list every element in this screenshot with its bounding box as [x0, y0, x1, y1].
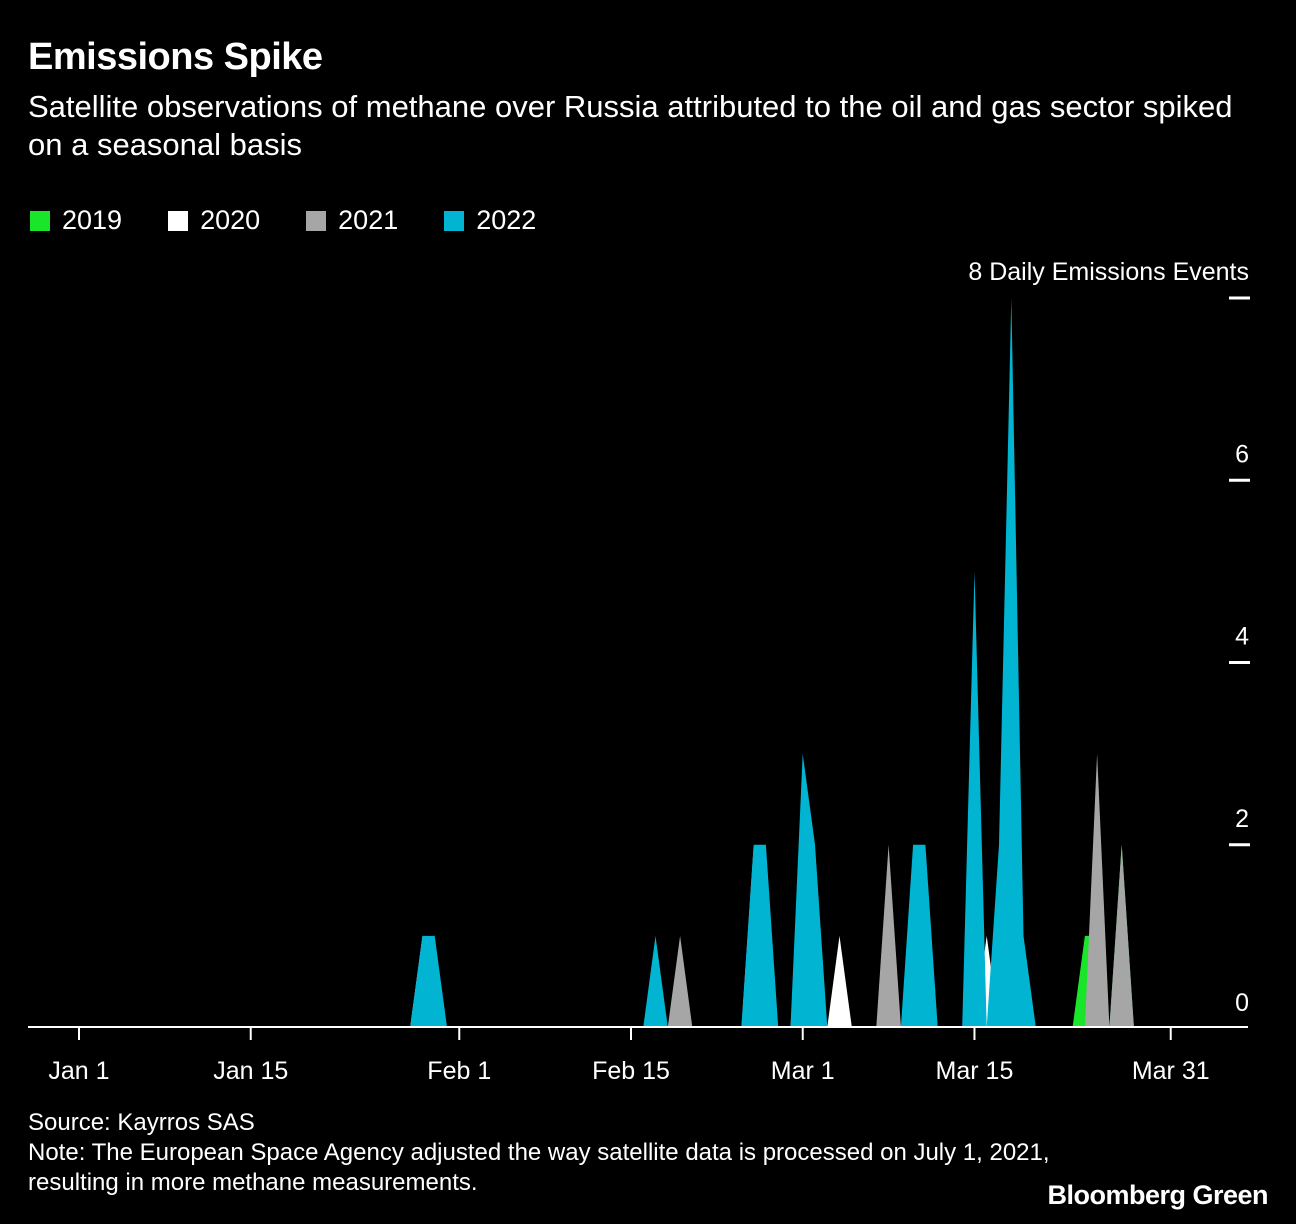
legend-item-2020: 2020	[168, 205, 260, 236]
area-2020-run-3	[827, 935, 852, 1027]
area-2021-run-5	[1109, 844, 1134, 1027]
x-tick-label-5: Mar 15	[936, 1057, 1014, 1085]
area-2022-run-6	[986, 298, 1036, 1027]
area-2022-run-0	[410, 935, 447, 1027]
source-text: Source: Kayrros SAS	[28, 1109, 255, 1136]
x-tick-label-6: Mar 31	[1132, 1057, 1210, 1085]
note-line-1: Note: The European Space Agency adjusted…	[28, 1139, 1050, 1166]
y-tick-label-1: 2	[1235, 805, 1249, 833]
area-2022-run-3	[790, 753, 828, 1027]
legend-label-2021: 2021	[338, 205, 399, 235]
legend-item-2022: 2022	[444, 205, 536, 236]
legend-swatch-2021	[306, 210, 327, 231]
x-tick-label-1: Jan 15	[213, 1057, 288, 1085]
note-line-2: resulting in more methane measurements.	[28, 1169, 478, 1196]
legend-item-2021: 2021	[306, 205, 398, 236]
x-tick-label-3: Feb 15	[592, 1057, 670, 1085]
x-tick-label-2: Feb 1	[427, 1057, 491, 1085]
legend-item-2019: 2019	[30, 205, 122, 236]
legend-label-2020: 2020	[200, 205, 261, 235]
chart-subtitle: Satellite observations of methane over R…	[28, 89, 1233, 162]
legend-swatch-2020	[168, 210, 189, 231]
legend-swatch-2022	[444, 210, 465, 231]
y-tick-label-0: 0	[1235, 989, 1249, 1017]
x-tick-label-0: Jan 1	[48, 1057, 109, 1085]
y-tick-label-2: 4	[1235, 623, 1249, 651]
area-2021-run-0	[667, 935, 693, 1027]
area-2022-run-5	[962, 571, 987, 1027]
area-2022-run-2	[741, 844, 779, 1027]
area-2021-run-3	[876, 844, 901, 1027]
legend-label-2019: 2019	[62, 205, 123, 235]
chart-title: Emissions Spike	[28, 36, 323, 78]
legend-swatch-2019	[30, 210, 50, 231]
legend-label-2022: 2022	[476, 205, 537, 235]
legend: 2019 2020 2021 2022	[30, 205, 582, 236]
y-tick-label-4: 8 Daily Emissions Events	[968, 258, 1249, 286]
area-2022-run-1	[643, 935, 668, 1027]
brand-logo: Bloomberg Green	[1047, 1180, 1268, 1210]
y-tick-label-3: 6	[1235, 440, 1249, 468]
area-2022-run-4	[900, 844, 938, 1027]
footer: Source: Kayrros SAS Note: The European S…	[28, 1108, 1050, 1198]
area-2021-run-4	[1084, 753, 1110, 1027]
x-tick-label-4: Mar 1	[771, 1057, 835, 1085]
